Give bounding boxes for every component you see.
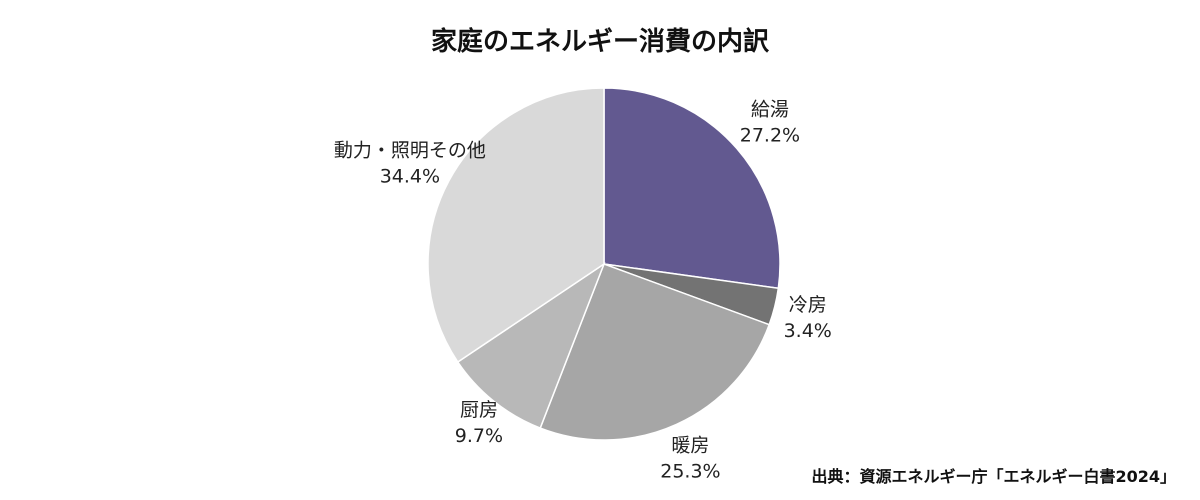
slice-label-reibo: 冷房 [789,294,827,316]
slice-value-danbo: 25.3% [660,460,720,482]
pie-slice-chubo [456,262,606,430]
pie-slices [427,87,781,441]
source-note: 出典：資源エネルギー庁「エネルギー白書2024」 [811,467,1176,486]
pie-labels: 給湯 27.2% 冷房 3.4% 暖房 25.3% 厨房 9.7% 動力・照明その他 34.4% [334,99,832,483]
slice-value-reibo: 3.4% [784,320,832,342]
pie-slice-danbo [539,263,771,441]
chart-title: 家庭のエネルギー消費の内訳 [431,26,770,57]
slice-value-doryoku: 34.4% [380,165,440,187]
slice-label-chubo: 厨房 [460,399,498,421]
slice-value-chubo: 9.7% [455,425,503,447]
slice-value-kyuto: 27.2% [740,125,800,147]
pie-slice-doryoku [427,87,605,364]
slice-label-doryoku: 動力・照明その他 [334,139,486,161]
slice-label-danbo: 暖房 [671,434,709,456]
slice-label-kyuto: 給湯 [751,99,789,121]
pie-slice-kyuto [603,87,781,290]
